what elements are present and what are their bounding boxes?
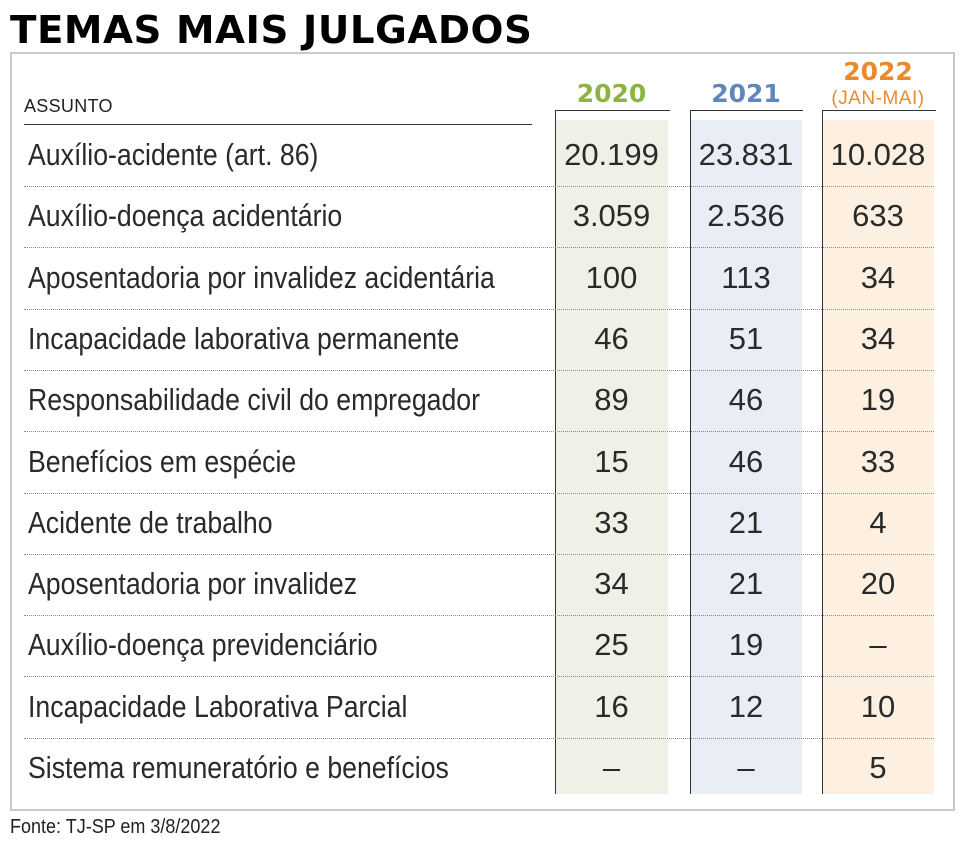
value-2020: 33 [594,504,629,540]
table-frame [10,52,955,811]
column-2021-background [690,120,802,794]
value-2020: 46 [594,320,629,356]
table-row: Sistema remuneratório e benefícios – – 5 [0,739,976,800]
row-divider [24,247,934,249]
row-divider [24,431,934,433]
value-2022: 19 [860,382,896,418]
value-2022: 33 [860,443,896,479]
row-label: Acidente de trabalho [28,504,273,540]
value-2022: 34 [860,259,896,295]
value-2020: 20.199 [564,137,659,172]
table-row: Aposentadoria por invalidez 34 21 20 [0,555,976,617]
row-label: Aposentadoria por invalidez [28,566,358,602]
row-divider [24,553,934,555]
column-2022-background [822,120,934,794]
value-2022: – [869,627,887,663]
row-divider [24,737,934,739]
table-row: Auxílio-acidente (art. 86) 20.199 23.831 10… [0,126,976,187]
row-label: Auxílio-doença acidentário [28,198,343,234]
value-2021: 46 [728,443,764,479]
value-2020: 25 [594,627,629,663]
row-divider [24,308,934,310]
row-divider [24,615,934,617]
value-2022: 4 [869,504,887,540]
row-label: Incapacidade laborativa permanente [28,320,460,356]
row-divider [24,369,934,371]
row-label: Sistema remuneratório e benefícios [28,750,449,785]
value-2020: 100 [585,259,638,295]
chart-title: TEMAS MAIS JULGADOS [10,8,533,52]
value-2021: 113 [721,259,771,295]
value-2022: 5 [869,750,887,785]
source-note: Fonte: TJ-SP em 3/8/2022 [10,816,221,838]
value-2021: 21 [728,566,764,602]
value-2021: 21 [728,504,764,540]
table-row: Incapacidade Laborativa Parcial 16 12 10 [0,678,976,739]
value-2021: 23.831 [698,137,794,172]
row-label: Responsabilidade civil do empregador [28,382,481,418]
table-row: Auxílio-doença acidentário 3.059 2.536 633 [0,187,976,249]
table-row: Aposentadoria por invalidez acidentária 1… [0,249,976,310]
value-2021: – [737,750,755,785]
row-label: Auxílio-acidente (art. 86) [28,137,319,172]
value-2021: 12 [728,688,764,724]
row-divider [24,492,934,494]
value-2020: 34 [594,566,629,602]
table-row: Acidente de trabalho 33 21 4 [0,494,976,555]
column-header-2022: 2022 [843,57,913,86]
row-label: Benefícios em espécie [28,443,297,479]
column-header-2021: 2021 [711,79,781,108]
value-2022: 633 [852,198,904,234]
table-row: Responsabilidade civil do empregador 89 46… [0,371,976,433]
header-rule-2020 [555,110,670,111]
column-2021-left-rule [690,110,691,794]
value-2020: 3.059 [572,198,651,234]
row-divider [24,186,934,187]
value-2022: 10 [860,688,896,724]
header-rule-2021 [690,110,803,111]
table-row: Incapacidade laborativa permanente 46 51 34 [0,310,976,371]
value-2020: – [602,750,621,785]
column-header-2020: 2020 [576,79,647,108]
row-header-label: ASSUNTO [24,96,113,116]
value-2021: 46 [728,382,764,418]
value-2021: 2.536 [707,198,785,234]
value-2022: 10.028 [830,137,926,172]
column-header-2022-sublabel: (JAN-MAI) [831,88,925,109]
row-label: Incapacidade Laborativa Parcial [28,688,408,724]
column-2020-background [555,120,668,794]
row-label: Aposentadoria por invalidez acidentária [28,259,495,295]
row-label: Auxílio-doença previdenciário [28,627,378,663]
value-2022: 34 [860,320,896,356]
column-2020-left-rule [555,110,556,794]
value-2020: 89 [594,382,629,418]
header-rule-2022 [822,110,936,111]
table-row: Benefícios em espécie 15 46 33 [0,433,976,494]
row-divider [24,676,934,678]
value-2020: 16 [594,688,629,724]
value-2022: 20 [860,566,896,602]
value-2021: 19 [728,627,764,663]
value-2020: 15 [594,443,629,479]
assunto-header-rule [24,124,532,125]
table-row: Auxílio-doença previdenciário 25 19 – [0,616,976,678]
column-2022-left-rule [822,110,823,794]
value-2021: 51 [728,320,764,356]
